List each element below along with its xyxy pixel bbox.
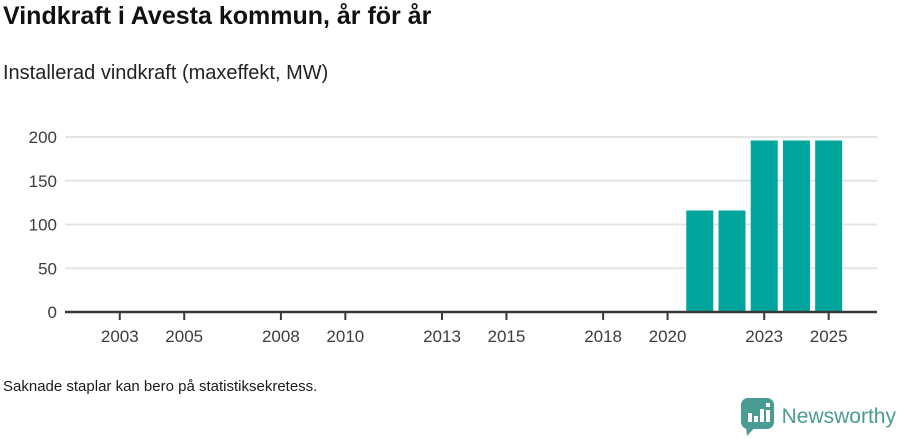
bar-2021 [686,210,714,312]
y-tick-label-50: 50 [38,259,57,278]
x-tick-label-2013: 2013 [423,327,461,346]
x-tick-label-2008: 2008 [262,327,300,346]
bar-2023 [750,140,778,312]
bar-2025 [815,140,843,312]
x-tick-label-2023: 2023 [745,327,783,346]
x-tick-label-2025: 2025 [810,327,848,346]
brand-logo: Newsworthy [740,398,896,436]
chart-title: Vindkraft i Avesta kommun, år för år [3,2,432,30]
y-tick-label-200: 200 [29,128,57,147]
x-tick-label-2005: 2005 [165,327,203,346]
x-tick-label-2010: 2010 [326,327,364,346]
bar-2022 [718,210,746,312]
x-tick-label-2003: 2003 [101,327,139,346]
x-tick-label-2018: 2018 [584,327,622,346]
y-tick-label-0: 0 [48,303,57,322]
bar-2024 [782,140,810,312]
y-tick-label-150: 150 [29,172,57,191]
x-tick-label-2015: 2015 [488,327,526,346]
newsworthy-icon [740,398,774,436]
brand-name: Newsworthy [781,405,896,428]
chart-subtitle: Installerad vindkraft (maxeffekt, MW) [3,62,329,84]
bar-chart-plot: 2003 2005 2008 2010 2013 2015 2018 2020 2023 2025… [29,128,877,346]
x-tick-label-2020: 2020 [649,327,687,346]
y-tick-label-100: 100 [29,216,57,235]
footnote: Saknade staplar kan bero på statistiksek… [3,378,318,395]
